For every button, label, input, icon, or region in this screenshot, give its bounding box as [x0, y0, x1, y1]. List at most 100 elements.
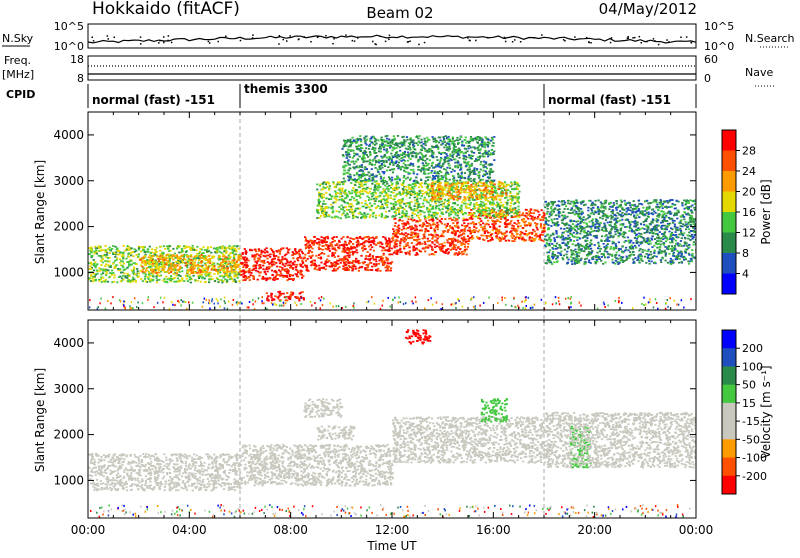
echo-cell [423, 236, 425, 238]
echo-cell [332, 202, 334, 204]
echo-cell [295, 273, 297, 275]
echo-cell [113, 277, 115, 279]
echo-cell [464, 246, 466, 248]
date-title: 04/May/2012 [599, 0, 697, 18]
echo-cell [505, 221, 507, 223]
echo-cell [392, 164, 394, 166]
echo-cell [457, 215, 459, 217]
echo-cell [362, 193, 364, 195]
echo-cell [305, 247, 307, 249]
echo-cell [242, 257, 244, 259]
echo-cell [197, 280, 199, 282]
echo-cell [429, 159, 431, 161]
echo-cell [205, 264, 207, 266]
echo-cell [361, 238, 363, 240]
echo-cell [303, 299, 305, 301]
echo-cell [454, 183, 456, 185]
echo-cell [394, 216, 396, 218]
echo-cell [461, 201, 463, 203]
echo-cell [156, 277, 158, 279]
echo-cell [465, 159, 467, 161]
echo-cell [422, 238, 424, 240]
echo-cell [121, 278, 123, 280]
echo-cell [501, 214, 503, 216]
echo-cell [438, 182, 440, 184]
noise-search-dot [352, 40, 354, 42]
echo-cell [466, 187, 468, 189]
noise-search-dot [333, 38, 335, 40]
echo-cell [324, 203, 326, 205]
echo-cell [458, 253, 460, 255]
echo-cell [142, 257, 144, 259]
echo-cell [96, 264, 98, 266]
echo-cell [248, 276, 250, 278]
echo-cell [442, 233, 444, 235]
echo-cell [343, 256, 345, 258]
echo-cell [164, 267, 166, 269]
echo-cell [429, 211, 431, 213]
echo-cell [419, 250, 421, 252]
echo-cell [357, 217, 359, 219]
echo-cell [359, 262, 361, 264]
echo-cell [193, 249, 195, 251]
echo-cell [509, 195, 511, 197]
echo-cell [369, 259, 371, 261]
echo-cell [495, 199, 497, 201]
echo-cell [442, 245, 444, 247]
echo-cell [480, 161, 482, 163]
echo-cell [109, 249, 111, 251]
echo-cell [336, 210, 338, 212]
noise-search-dot [171, 42, 173, 44]
echo-cell [451, 206, 453, 208]
echo-cell [174, 266, 176, 268]
echo-cell [375, 215, 377, 217]
echo-cell [165, 276, 167, 278]
echo-cell [199, 255, 201, 257]
echo-cell [253, 268, 255, 270]
noise-search-dot [108, 38, 110, 40]
echo-cell [332, 241, 334, 243]
echo-cell [402, 226, 404, 228]
echo-cell [372, 255, 374, 257]
echo-cell [266, 267, 268, 269]
echo-cell [356, 199, 358, 201]
echo-cell [207, 247, 209, 249]
echo-cell [518, 223, 520, 225]
echo-cell [339, 258, 341, 260]
echo-cell [444, 199, 446, 201]
echo-cell [442, 208, 444, 210]
echo-cell [498, 195, 500, 197]
echo-cell [464, 226, 466, 228]
echo-cell [468, 180, 470, 182]
echo-cell [341, 214, 343, 216]
echo-cell [398, 228, 400, 230]
echo-cell [334, 252, 336, 254]
echo-cell [315, 266, 317, 268]
echo-cell [266, 297, 268, 299]
echo-cell [529, 239, 531, 241]
echo-cell [437, 238, 439, 240]
echo-cell [296, 258, 298, 260]
echo-cell [424, 192, 426, 194]
echo-cell [167, 270, 169, 272]
echo-cell [346, 209, 348, 211]
echo-cell [396, 231, 398, 233]
echo-cell [540, 227, 542, 229]
echo-cell [408, 247, 410, 249]
echo-cell [518, 216, 520, 218]
echo-cell [487, 185, 489, 187]
echo-cell [473, 222, 475, 224]
echo-cell [335, 202, 337, 204]
echo-cell [130, 252, 132, 254]
echo-cell [223, 269, 225, 271]
echo-cell [536, 218, 538, 220]
noise-search-dot [418, 44, 420, 46]
echo-cell [330, 262, 332, 264]
echo-cell [131, 270, 133, 272]
echo-cell [256, 262, 258, 264]
echo-cell [487, 156, 489, 158]
echo-cell [368, 199, 370, 201]
echo-cell [352, 187, 354, 189]
echo-cell [286, 259, 288, 261]
echo-cell [357, 182, 359, 184]
